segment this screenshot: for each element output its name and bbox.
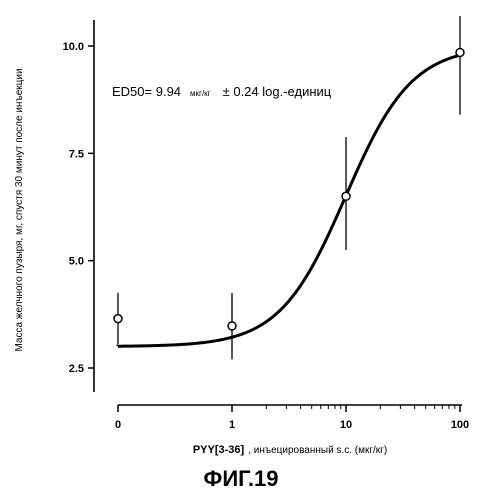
x-axis-title-rest: , инъецированный s.c. (мкг/кг)	[248, 445, 387, 456]
chart: 2.5 5.0 7.5 10.0 0 1 10 100 Масса желчного пуз…	[0, 0, 482, 460]
x-axis-title-bold: PYY[3-36]	[193, 444, 245, 456]
y-axis-title: Масса желчного пузыря, мг, спустя 30 мин…	[14, 68, 25, 351]
ed50-suffix: ± 0.24 log.-единиц	[223, 84, 332, 99]
data-point	[342, 192, 350, 200]
x-axis: 0 1 10 100	[115, 405, 469, 431]
x-tick-label: 10	[340, 419, 352, 431]
data-point	[114, 315, 122, 323]
error-bars	[118, 16, 460, 359]
data-point	[228, 322, 236, 330]
x-tick-label: 100	[451, 419, 469, 431]
x-tick-label: 1	[229, 419, 235, 431]
ed50-unit: мкг/кг	[190, 89, 211, 98]
y-axis: 2.5 5.0 7.5 10.0	[63, 20, 94, 392]
figure-caption: ФИГ.19	[0, 466, 482, 492]
data-point	[456, 48, 464, 56]
x-axis-title: PYY[3-36] , инъецированный s.c. (мкг/кг)	[193, 440, 387, 457]
y-tick-label: 5.0	[69, 256, 84, 268]
ed50-annotation: ED50= 9.94 мкг/кг ± 0.24 log.-единиц	[112, 83, 332, 100]
x-tick-label: 0	[115, 419, 121, 431]
y-tick-label: 2.5	[69, 363, 84, 375]
y-tick-label: 10.0	[63, 41, 84, 53]
ed50-prefix: ED50= 9.94	[112, 84, 181, 99]
y-tick-label: 7.5	[69, 148, 84, 160]
